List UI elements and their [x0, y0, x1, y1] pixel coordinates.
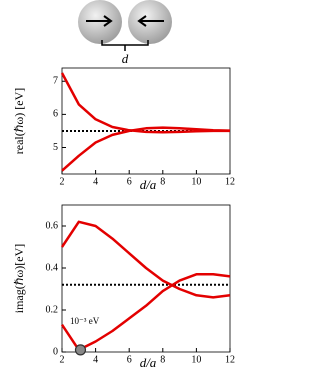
data-line — [60, 72, 230, 134]
y-axis-label: real(ℏω) [eV] — [12, 88, 26, 154]
highlight-marker — [74, 344, 87, 356]
plot-frame — [61, 204, 231, 353]
figure: d 5 6 7 2 4 6 8 10 12 d/a real(ℏω) [eV] 0 0.2 0.4 0.6 2… — [12, 0, 235, 370]
data-line — [60, 220, 231, 299]
annotation: 10⁻³ eV — [70, 316, 100, 326]
data-line — [61, 126, 231, 172]
y-axis-label: imag(ℏω)[eV] — [12, 244, 26, 313]
y-tick-label: 0.6 — [46, 220, 59, 231]
page: d 5 6 7 2 4 6 8 10 12 d/a real(ℏω) [eV] 0 0.2 0.4 0.6 2… — [11, 0, 235, 370]
y-tick-label: 0 — [53, 346, 58, 357]
data-line — [60, 273, 231, 352]
x-tick-label: 4 — [93, 176, 98, 187]
x-tick-label: 10 — [191, 354, 201, 365]
x-tick-label: 12 — [225, 176, 235, 187]
bracket — [101, 40, 149, 51]
x-tick-label: 12 — [225, 354, 235, 365]
x-tick-label: 2 — [60, 354, 65, 365]
arrow — [137, 15, 164, 27]
x-axis-label: d/a — [140, 355, 157, 370]
x-tick-label: 10 — [191, 176, 201, 187]
x-tick-label: 8 — [160, 176, 165, 187]
y-tick-label: 0.2 — [46, 304, 59, 315]
distance-label: d — [122, 51, 129, 66]
plot-frame — [61, 67, 231, 175]
y-tick-label: 0.4 — [46, 262, 59, 273]
x-tick-label: 4 — [93, 354, 98, 365]
x-axis-label: d/a — [140, 177, 157, 192]
y-tick-label: 6 — [53, 109, 58, 120]
chart: 0 0.2 0.4 0.6 2 4 6 8 10 12 d/a imag(ℏω)[eV] 10⁻³ eV — [12, 204, 235, 370]
x-tick-label: 6 — [127, 176, 132, 187]
spheres-diagram: d — [78, 0, 172, 66]
x-tick-label: 2 — [60, 176, 65, 187]
y-tick-label: 5 — [53, 142, 58, 153]
arrow — [86, 15, 113, 27]
x-tick-label: 8 — [160, 354, 165, 365]
chart: 5 6 7 2 4 6 8 10 12 d/a real(ℏω) [eV] — [12, 67, 235, 192]
x-tick-label: 6 — [127, 354, 132, 365]
y-tick-label: 7 — [53, 76, 58, 87]
